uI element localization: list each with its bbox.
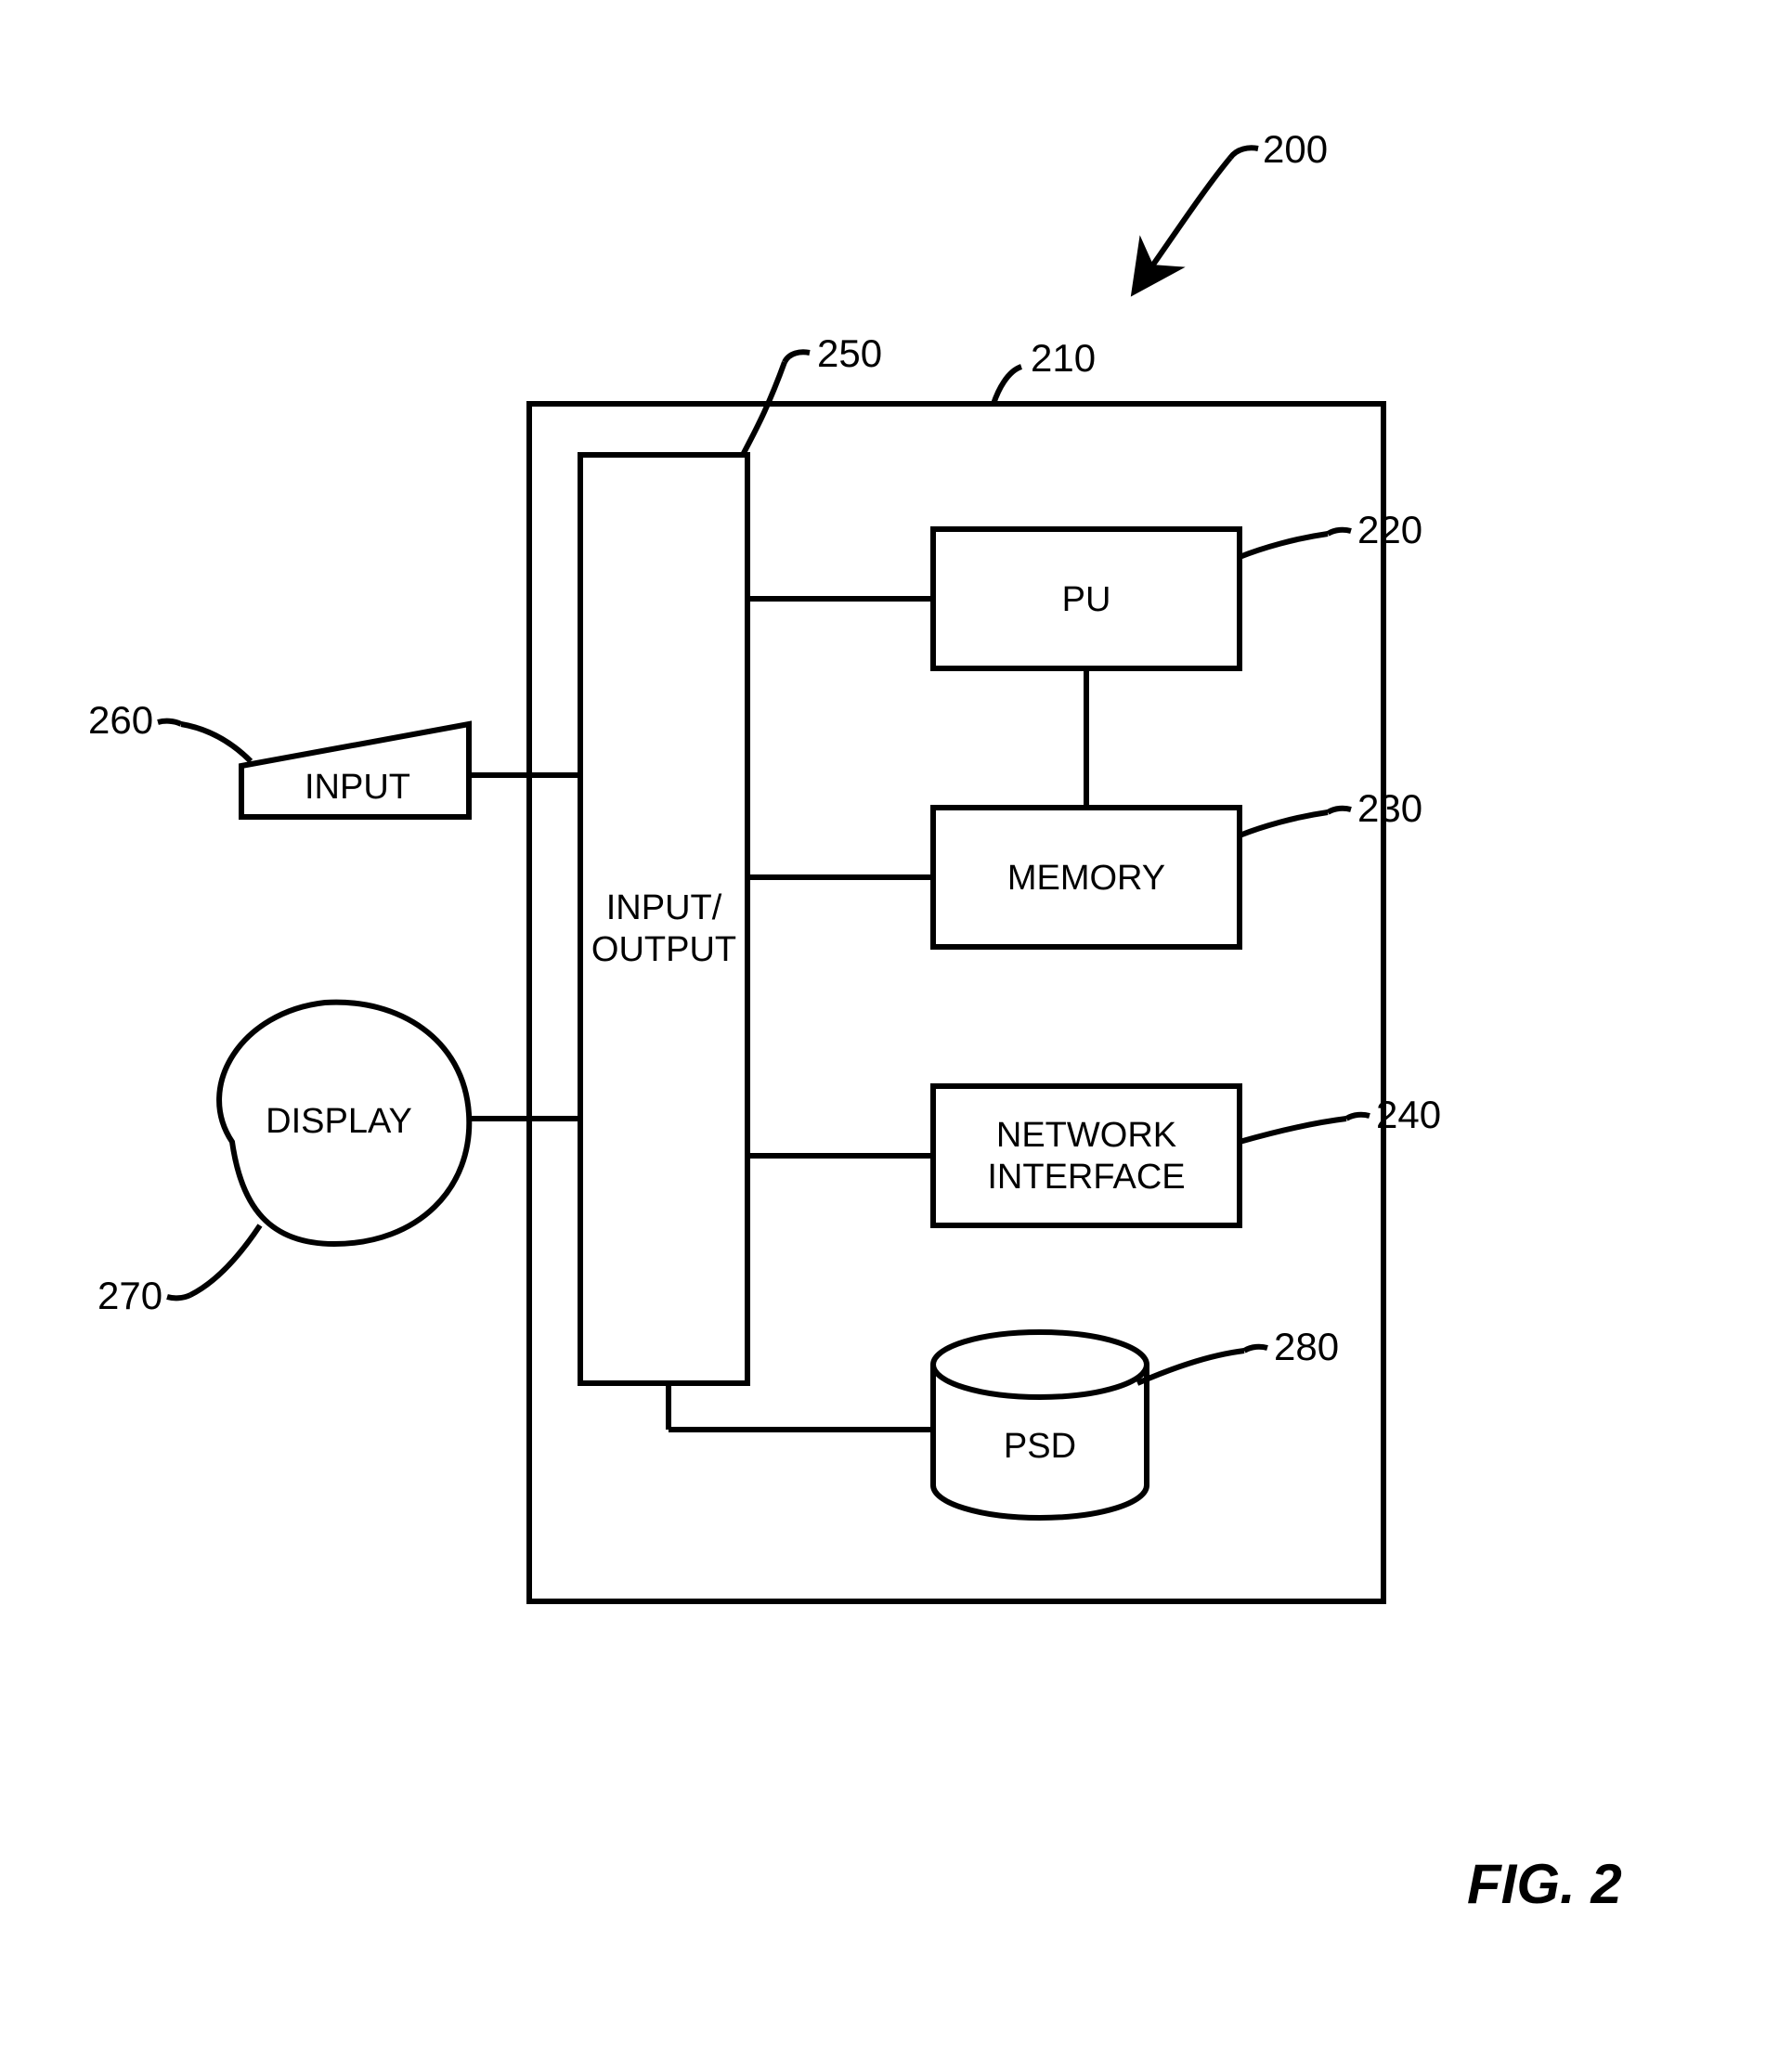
ref-230-label: 230: [1357, 786, 1422, 830]
ref-210-label: 210: [1031, 336, 1096, 380]
ref-270-label: 270: [97, 1274, 162, 1317]
ref-220-label: 220: [1357, 508, 1422, 551]
memory-label: MEMORY: [1007, 859, 1165, 898]
psd-label: PSD: [1004, 1427, 1076, 1466]
ref-250-label: 250: [817, 331, 882, 375]
diagram-canvas: 200 210 INPUT/ OUTPUT 250 PU 220 MEMORY: [0, 0, 1792, 2072]
io-block: INPUT/ OUTPUT 250: [580, 331, 882, 1383]
io-label-2: OUTPUT: [591, 930, 736, 969]
netif-label-1: NETWORK: [996, 1116, 1176, 1155]
input-label: INPUT: [305, 768, 410, 807]
ref-240-label: 240: [1376, 1093, 1441, 1136]
netif-label-2: INTERFACE: [987, 1158, 1185, 1197]
ref-260-label: 260: [88, 698, 153, 742]
display-block: DISPLAY 270: [97, 1003, 580, 1317]
ref-280-label: 280: [1274, 1325, 1339, 1368]
display-label: DISPLAY: [266, 1102, 412, 1141]
netif-block: NETWORK INTERFACE 240: [747, 1086, 1441, 1225]
pu-block: PU 220: [747, 508, 1422, 668]
pu-label: PU: [1062, 580, 1111, 619]
psd-block: PSD 280: [669, 1325, 1339, 1518]
ref-200: 200: [1147, 127, 1328, 274]
io-label-1: INPUT/: [606, 888, 722, 927]
input-block: INPUT 260: [88, 698, 580, 817]
ref-200-label: 200: [1263, 127, 1328, 171]
memory-block: MEMORY 230: [747, 668, 1422, 947]
figure-caption: FIG. 2: [1467, 1853, 1622, 1915]
